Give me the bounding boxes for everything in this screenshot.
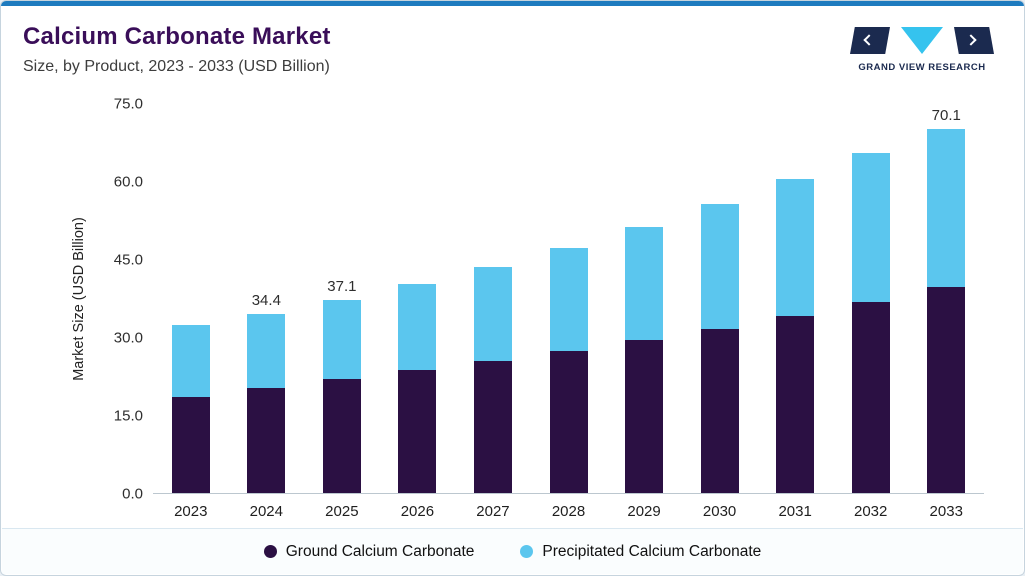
logo-triangle-icon xyxy=(901,27,943,54)
plot-area: 34.4 37.1 70.1 xyxy=(153,104,984,494)
y-tick-0.0: 0.0 xyxy=(122,485,143,503)
bar-group-2025: 37.1 xyxy=(304,104,380,493)
top-accent-bar xyxy=(1,1,1024,6)
bar-group-2031 xyxy=(757,104,833,493)
precipitated-segment-2030 xyxy=(700,203,739,329)
bar-group-2028 xyxy=(531,104,607,493)
logo-mark-icon xyxy=(848,27,996,57)
x-axis-labels: 2023 2024 2025 2026 2027 2028 2029 2030 2031 2032… xyxy=(153,503,984,520)
precipitated-segment-2033 xyxy=(927,128,966,288)
bar-2033 xyxy=(927,128,966,493)
precipitated-segment-2025 xyxy=(322,300,361,380)
ground-segment-2025 xyxy=(322,379,361,493)
ground-segment-2027 xyxy=(473,360,512,493)
bar-2031 xyxy=(776,179,815,493)
bar-group-2032 xyxy=(833,104,909,493)
y-axis-ticks: 75.0 60.0 45.0 30.0 15.0 0.0 xyxy=(91,96,143,503)
x-tick-2033: 2033 xyxy=(929,503,963,520)
bar-value-label-2033: 70.1 xyxy=(931,106,961,124)
bar-group-2024: 34.4 xyxy=(229,104,305,493)
logo-right-chevron-icon xyxy=(965,34,977,46)
bar-2023 xyxy=(171,325,210,493)
bar-2027 xyxy=(473,266,512,493)
x-tick-2024: 2024 xyxy=(249,503,283,520)
ground-segment-2023 xyxy=(171,396,210,493)
ground-segment-2031 xyxy=(776,315,815,493)
bar-value-label-2025: 37.1 xyxy=(327,278,357,296)
bar-2029 xyxy=(625,227,664,493)
y-tick-30.0: 30.0 xyxy=(113,329,143,347)
legend-label-precipitated-calcium-carbonate: Precipitated Calcium Carbonate xyxy=(542,542,762,560)
precipitated-segment-2032 xyxy=(851,152,890,303)
ground-segment-2024 xyxy=(247,387,286,493)
y-tick-75.0: 75.0 xyxy=(113,95,143,113)
x-tick-2029: 2029 xyxy=(627,503,661,520)
x-tick-2025: 2025 xyxy=(325,503,359,520)
ground-segment-2030 xyxy=(700,328,739,493)
chart-subtitle: Size, by Product, 2023 - 2033 (USD Billi… xyxy=(23,58,330,75)
legend-label-ground-calcium-carbonate: Ground Calcium Carbonate xyxy=(285,542,475,560)
legend-item-ground-calcium-carbonate: Ground Calcium Carbonate xyxy=(263,542,475,561)
bar-2025 xyxy=(322,300,361,493)
bar-group-2026 xyxy=(380,104,456,493)
ground-segment-2028 xyxy=(549,351,588,493)
x-tick-2032: 2032 xyxy=(854,503,888,520)
bar-group-2029 xyxy=(606,104,682,493)
x-tick-2027: 2027 xyxy=(476,503,510,520)
bar-2032 xyxy=(851,152,890,493)
bar-2026 xyxy=(398,283,437,493)
y-tick-15.0: 15.0 xyxy=(113,407,143,425)
legend-dot-ground-calcium-carbonate xyxy=(263,545,277,558)
x-tick-2030: 2030 xyxy=(702,503,737,520)
y-tick-45.0: 45.0 xyxy=(113,251,143,269)
logo-left-chevron-icon xyxy=(863,34,875,46)
logo-left-shape-icon xyxy=(850,27,890,54)
bar-group-2023 xyxy=(153,104,229,493)
bar-value-label-2024: 34.4 xyxy=(251,292,281,310)
legend: Ground Calcium Carbonate Precipitated Cal… xyxy=(2,528,1023,574)
bar-group-2033: 70.1 xyxy=(908,104,984,493)
bar-group-2027 xyxy=(455,104,531,493)
x-tick-2031: 2031 xyxy=(778,503,812,520)
x-tick-2028: 2028 xyxy=(551,503,586,520)
ground-segment-2029 xyxy=(625,340,664,493)
x-tick-2023: 2023 xyxy=(174,503,208,520)
precipitated-segment-2031 xyxy=(776,179,815,316)
y-tick-60.0: 60.0 xyxy=(113,173,143,191)
y-axis-title: Market Size (USD Billion) xyxy=(71,217,87,381)
bar-group-2030 xyxy=(682,104,758,493)
precipitated-segment-2028 xyxy=(549,247,588,352)
precipitated-segment-2029 xyxy=(625,227,664,341)
legend-dot-precipitated-calcium-carbonate xyxy=(520,545,534,558)
chart-header: Calcium Carbonate Market Size, by Produc… xyxy=(23,23,331,76)
page-title: Calcium Carbonate Market xyxy=(23,23,331,50)
ground-segment-2032 xyxy=(851,302,890,493)
bar-2030 xyxy=(700,203,739,493)
precipitated-segment-2024 xyxy=(247,314,286,388)
logo-right-shape-icon xyxy=(954,27,994,54)
x-tick-2026: 2026 xyxy=(400,503,435,520)
precipitated-segment-2027 xyxy=(473,266,512,361)
bar-2024 xyxy=(247,314,286,493)
grand-view-research-logo: GRAND VIEW RESEARCH xyxy=(848,27,996,73)
logo-text: GRAND VIEW RESEARCH xyxy=(858,62,986,73)
legend-item-precipitated-calcium-carbonate: Precipitated Calcium Carbonate xyxy=(520,543,761,561)
ground-segment-2026 xyxy=(398,370,437,493)
precipitated-segment-2026 xyxy=(398,283,437,371)
precipitated-segment-2023 xyxy=(171,325,210,397)
ground-segment-2033 xyxy=(927,287,966,493)
bar-2028 xyxy=(549,247,588,493)
